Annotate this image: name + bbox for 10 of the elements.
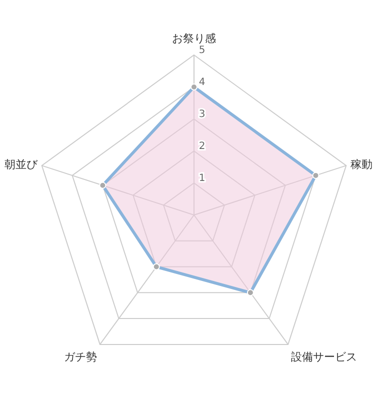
y-tick-label: 4 xyxy=(198,77,206,88)
y-tick-label: 1 xyxy=(198,173,206,184)
y-tick-label: 5 xyxy=(198,45,206,56)
spoke-label: ガチ勢 xyxy=(64,350,98,364)
spoke-label: 設備サービス xyxy=(290,350,357,364)
y-tick-label: 2 xyxy=(198,141,206,152)
spoke-label: お祭り感 xyxy=(172,32,216,46)
y-tick-label: 3 xyxy=(198,109,206,120)
spoke-label: 朝並び xyxy=(4,158,38,172)
spoke-label: 稼動 xyxy=(350,158,373,172)
